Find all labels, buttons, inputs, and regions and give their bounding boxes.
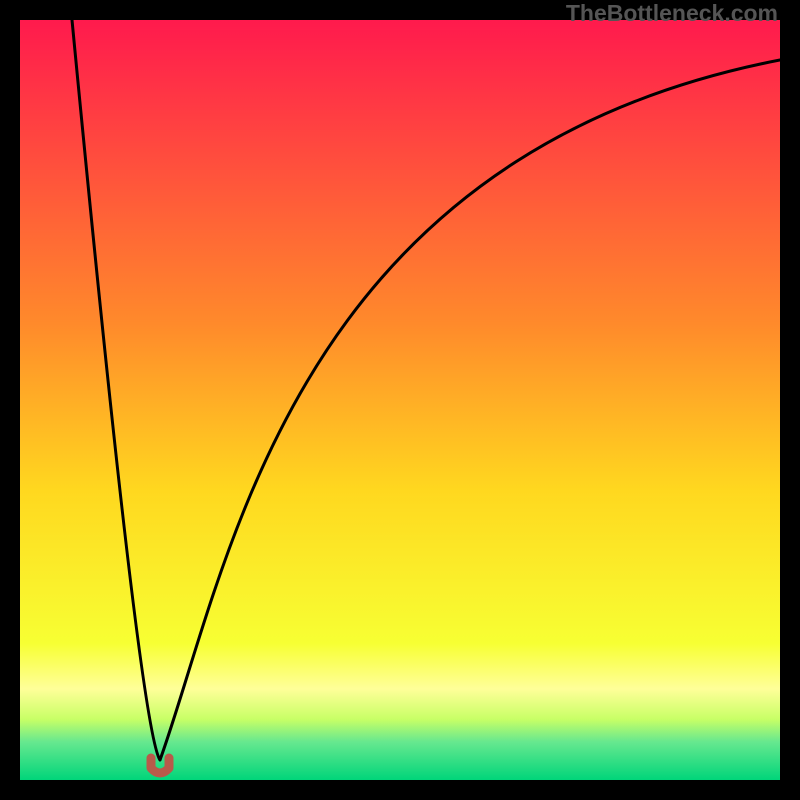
chart-background [20,20,780,780]
chart-svg [20,20,780,780]
plot-area [20,20,780,780]
watermark-text: TheBottleneck.com [566,0,778,27]
